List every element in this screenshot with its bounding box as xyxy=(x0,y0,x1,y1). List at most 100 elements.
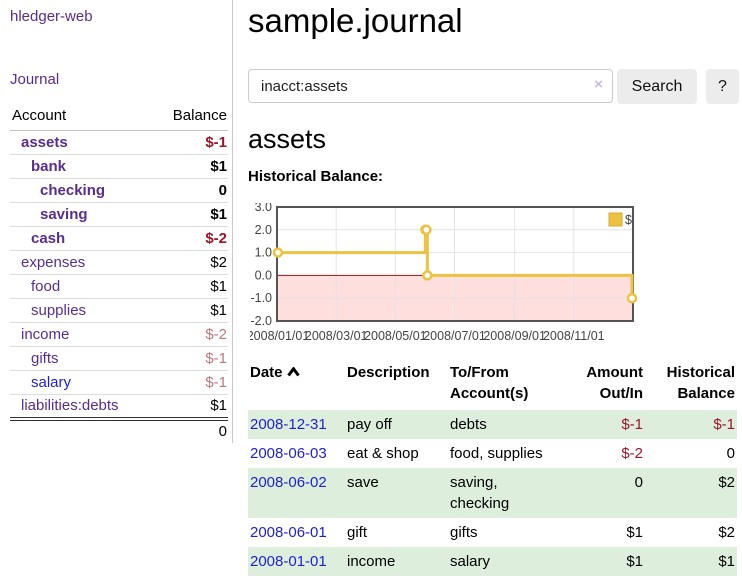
svg-text:$: $ xyxy=(625,213,632,227)
account-row: expenses $2 xyxy=(10,250,228,275)
accounts-balance-table: Account Balance assets $-1 bank $1 check… xyxy=(10,104,228,443)
transaction-description: gift xyxy=(347,524,368,541)
account-link-cash[interactable]: cash xyxy=(31,230,66,247)
transaction-date-link[interactable]: 2008-06-02 xyxy=(250,474,327,491)
account-balance: 0 xyxy=(152,178,228,203)
account-row: supplies $1 xyxy=(10,298,228,323)
svg-text:2008/03/01: 2008/03/01 xyxy=(305,329,368,343)
svg-text:-2.0: -2.0 xyxy=(250,314,272,328)
accounts-total-row: 0 xyxy=(10,416,228,443)
chart-title: Historical Balance: xyxy=(248,168,384,185)
historical-balance-chart: $3.0 2.0 1.0 0.0 -1.0 -2.0 2008/01/01 2008/03/0… xyxy=(247,200,730,345)
account-column-header: Account xyxy=(10,104,153,131)
account-balance: $1 xyxy=(152,274,228,299)
transaction-amount: $1 xyxy=(560,547,645,576)
chart-canvas: $3.0 2.0 1.0 0.0 -1.0 -2.02008/01/012008/03/0… xyxy=(247,200,638,343)
account-balance: $1 xyxy=(152,154,228,179)
transaction-description: save xyxy=(345,468,448,518)
search-button[interactable]: Search xyxy=(617,69,697,104)
account-row: cash $-2 xyxy=(10,226,228,251)
account-balance: $-2 xyxy=(152,322,228,347)
svg-text:2008/07/01: 2008/07/01 xyxy=(423,329,486,343)
account-balance: $1 xyxy=(152,394,228,419)
account-row: income $-2 xyxy=(10,322,228,347)
transaction-description: eat & shop xyxy=(347,445,419,462)
transaction-description: pay off xyxy=(345,410,448,439)
svg-text:2008/11/01: 2008/11/01 xyxy=(543,329,605,343)
transaction-date-link[interactable]: 2008-01-01 xyxy=(250,553,327,570)
transaction-balance: $2 xyxy=(645,468,737,518)
svg-text:1.0: 1.0 xyxy=(255,246,272,260)
account-balance: $1 xyxy=(152,298,228,323)
transaction-accounts: gifts xyxy=(450,524,478,541)
transaction-amount: $-2 xyxy=(621,445,643,462)
sort-asc-icon xyxy=(286,362,300,383)
transaction-balance: 0 xyxy=(726,445,735,462)
account-link-income[interactable]: income xyxy=(21,326,70,343)
account-row: gifts $-1 xyxy=(10,346,228,371)
transaction-accounts: debts xyxy=(448,410,560,439)
account-row: food $1 xyxy=(10,274,228,299)
transaction-amount: $1 xyxy=(626,524,643,541)
transaction-accounts: food, supplies xyxy=(450,445,543,462)
sidebar: hledger-web Journal Account Balance asse… xyxy=(0,0,233,443)
account-row: checking 0 xyxy=(10,178,228,203)
account-link-food[interactable]: food xyxy=(31,278,61,295)
account-balance: $-2 xyxy=(152,226,228,251)
svg-text:2.0: 2.0 xyxy=(255,223,272,237)
svg-text:-1.0: -1.0 xyxy=(250,291,272,305)
transaction-date-link[interactable]: 2008-06-01 xyxy=(250,524,327,541)
transaction-row: 2008-06-03 eat & shop food, supplies $-2… xyxy=(248,439,737,468)
account-balance: $-1 xyxy=(152,370,228,395)
account-row: assets $-1 xyxy=(10,130,228,155)
account-link-assets[interactable]: assets xyxy=(21,134,68,151)
account-row: liabilities:debts $1 xyxy=(10,394,228,419)
transaction-row: 2008-06-01 gift gifts $1 $2 xyxy=(248,518,737,547)
search-box: × xyxy=(248,69,613,103)
transaction-amount: 0 xyxy=(560,468,645,518)
svg-text:2008/09/01: 2008/09/01 xyxy=(483,329,546,343)
transaction-row: 2008-12-31 pay off debts $-1 $-1 xyxy=(248,410,737,439)
register-table: Date Description To/From Account(s) Amou… xyxy=(248,360,737,576)
svg-text:2008/01/01: 2008/01/01 xyxy=(250,329,309,343)
transaction-balance: $-1 xyxy=(645,410,737,439)
balance-column-header: Historical Balance xyxy=(666,364,735,402)
register-header-row: Date Description To/From Account(s) Amou… xyxy=(248,360,737,410)
transaction-accounts: saving, checking xyxy=(448,468,560,518)
page-title: sample.journal xyxy=(248,2,463,39)
account-balance: $-1 xyxy=(152,346,228,371)
account-row: saving $1 xyxy=(10,202,228,227)
account-link-salary[interactable]: salary xyxy=(31,374,72,391)
description-column-header: Description xyxy=(347,364,430,381)
app-title-link[interactable]: hledger-web xyxy=(10,8,93,25)
account-link-bank[interactable]: bank xyxy=(31,158,67,175)
svg-text:3.0: 3.0 xyxy=(255,203,272,214)
search-input[interactable] xyxy=(248,69,613,103)
balance-column-header: Balance xyxy=(152,104,228,131)
transaction-balance: $1 xyxy=(645,547,737,576)
account-row: salary $-1 xyxy=(10,370,228,395)
transaction-description: income xyxy=(345,547,448,576)
help-button[interactable]: ? xyxy=(706,69,739,104)
transaction-amount: $-1 xyxy=(560,410,645,439)
account-link-checking[interactable]: checking xyxy=(40,182,106,199)
transaction-date-link[interactable]: 2008-12-31 xyxy=(250,416,327,433)
amount-column-header: Amount Out/In xyxy=(586,364,643,402)
date-column-header: Date xyxy=(248,360,345,410)
account-link-liabilities-debts[interactable]: liabilities:debts xyxy=(21,397,119,415)
accounts-header-row: Account Balance xyxy=(10,104,228,131)
transaction-date-link[interactable]: 2008-06-03 xyxy=(250,445,327,462)
account-link-gifts[interactable]: gifts xyxy=(31,350,59,367)
svg-text:2008/05/01: 2008/05/01 xyxy=(364,329,427,343)
svg-text:0.0: 0.0 xyxy=(255,268,272,282)
account-link-supplies[interactable]: supplies xyxy=(31,302,87,319)
account-link-saving[interactable]: saving xyxy=(40,206,88,223)
transaction-accounts: salary xyxy=(448,547,560,576)
main-content: sample.journal × Search ? assets Histori… xyxy=(233,0,742,582)
transaction-row: 2008-06-02 save saving, checking 0 $2 xyxy=(248,468,737,518)
sidebar-item-journal[interactable]: Journal xyxy=(10,71,60,88)
account-heading: assets xyxy=(248,124,327,154)
account-link-expenses[interactable]: expenses xyxy=(21,254,86,271)
account-balance: $-1 xyxy=(152,130,228,155)
clear-search-icon[interactable]: × xyxy=(594,76,603,93)
